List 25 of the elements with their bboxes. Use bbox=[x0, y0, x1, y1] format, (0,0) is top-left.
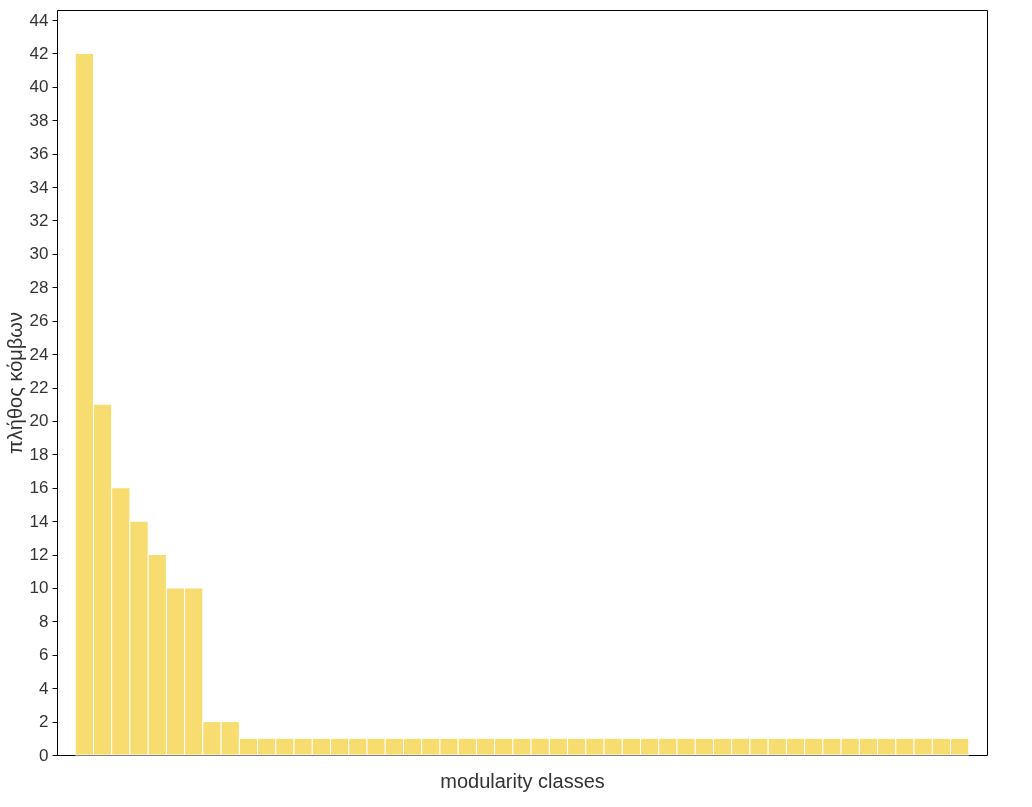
y-tick-label: 28 bbox=[29, 277, 49, 297]
y-tick-label: 14 bbox=[29, 511, 49, 531]
y-tick-label: 22 bbox=[29, 378, 49, 398]
y-tick-label: 30 bbox=[29, 244, 49, 264]
y-tick-label: 0 bbox=[39, 745, 49, 765]
y-tick-label: 16 bbox=[29, 478, 49, 498]
y-tick-label: 2 bbox=[39, 712, 49, 732]
y-tick-label: 12 bbox=[29, 545, 49, 565]
y-tick-label: 32 bbox=[29, 210, 49, 230]
y-tick-label: 34 bbox=[29, 177, 49, 197]
y-tick-label: 6 bbox=[39, 645, 49, 665]
y-tick-label: 20 bbox=[29, 411, 49, 431]
y-tick-label: 40 bbox=[29, 77, 49, 97]
y-tick-label: 36 bbox=[29, 144, 49, 164]
y-tick-label: 4 bbox=[39, 678, 49, 698]
y-axis-title: πλήθος κόμβων bbox=[3, 312, 26, 454]
y-tick-label: 42 bbox=[29, 43, 49, 63]
y-tick-label: 8 bbox=[39, 611, 49, 631]
y-tick-label: 18 bbox=[29, 444, 49, 464]
x-axis-title: modularity classes bbox=[440, 769, 605, 792]
y-tick-label: 26 bbox=[29, 311, 49, 331]
y-tick-label: 44 bbox=[29, 10, 49, 30]
y-tick-label: 10 bbox=[29, 578, 49, 598]
y-tick-label: 38 bbox=[29, 110, 49, 130]
y-tick-label: 24 bbox=[29, 344, 49, 364]
